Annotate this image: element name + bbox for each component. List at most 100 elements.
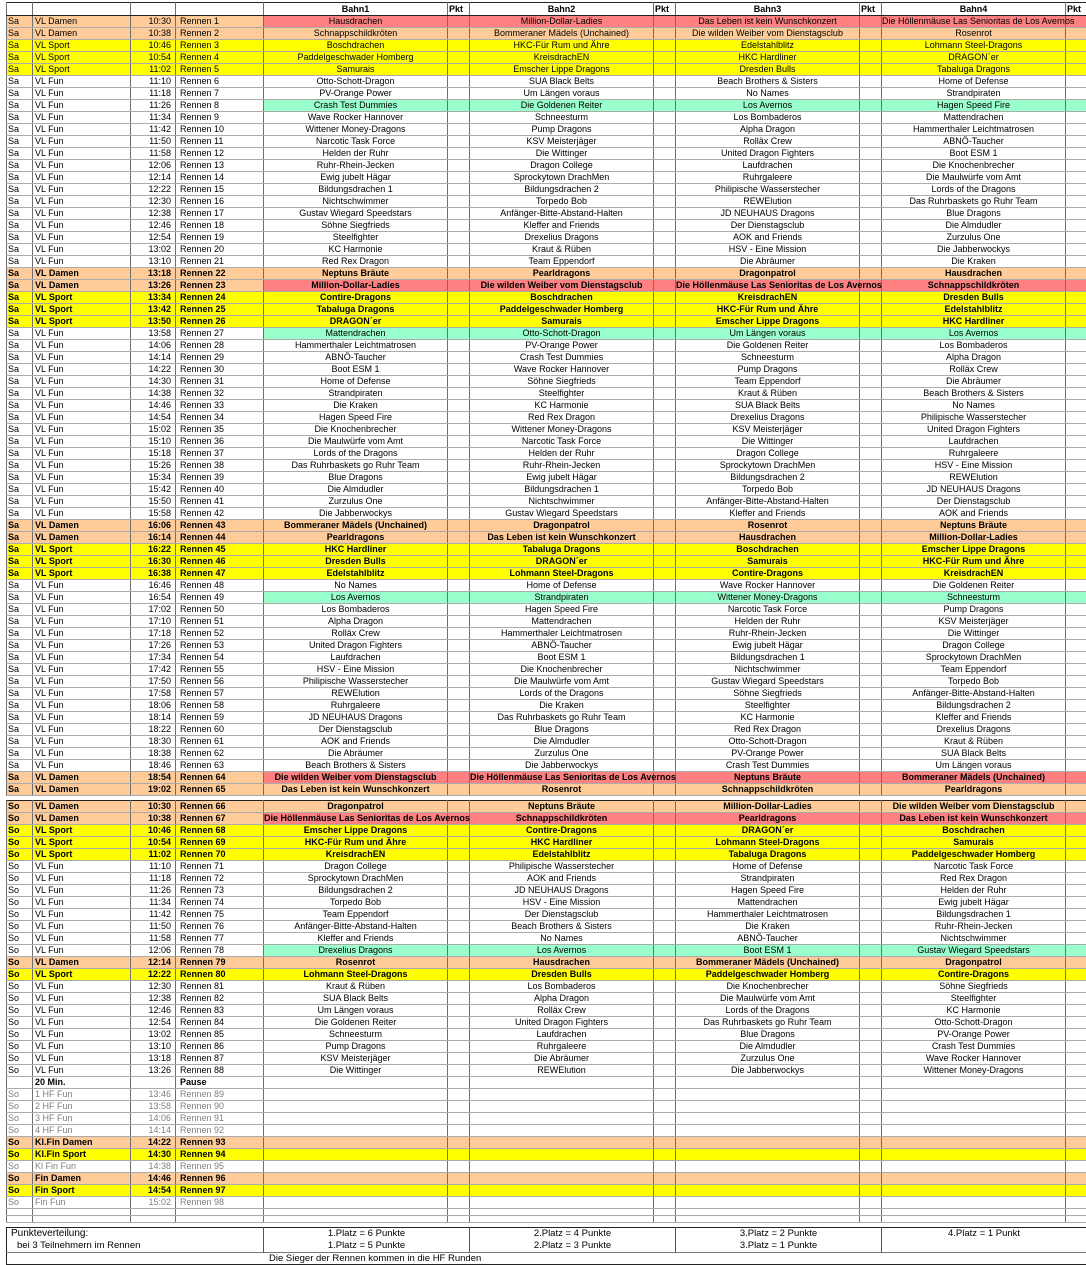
category-cell[interactable]: 4 HF Fun [33, 1125, 131, 1137]
points-cell[interactable] [448, 196, 470, 208]
team-cell-bahn2[interactable]: KreisdrachEN [470, 52, 654, 64]
time-cell[interactable]: 16:38 [131, 568, 176, 580]
time-cell[interactable]: 16:46 [131, 580, 176, 592]
points-cell[interactable] [654, 136, 676, 148]
points-cell[interactable] [654, 664, 676, 676]
points-cell[interactable] [860, 568, 882, 580]
race-number-cell[interactable]: Rennen 47 [176, 568, 264, 580]
team-cell-bahn3[interactable]: Ewig jubelt Hägar [676, 640, 860, 652]
race-number-cell[interactable]: Rennen 28 [176, 340, 264, 352]
team-cell-bahn1[interactable]: JD NEUHAUS Dragons [264, 712, 448, 724]
day-cell[interactable]: So [7, 885, 33, 897]
team-cell-bahn4[interactable]: Samurais [882, 837, 1066, 849]
points-cell[interactable] [860, 244, 882, 256]
day-cell[interactable]: So [7, 1041, 33, 1053]
team-cell-bahn2[interactable]: Pump Dragons [470, 124, 654, 136]
points-cell[interactable] [860, 496, 882, 508]
category-cell[interactable]: VL Fun [33, 184, 131, 196]
team-cell-bahn1[interactable]: Red Rex Dragon [264, 256, 448, 268]
points-cell[interactable] [654, 424, 676, 436]
category-cell[interactable]: VL Fun [33, 340, 131, 352]
points-cell[interactable] [1066, 616, 1086, 628]
team-cell-bahn1[interactable]: Narcotic Task Force [264, 136, 448, 148]
team-cell-bahn2[interactable]: Gustav Wiegard Speedstars [470, 508, 654, 520]
team-cell-bahn3[interactable]: Million-Dollar-Ladies [676, 801, 860, 813]
points-cell[interactable] [448, 676, 470, 688]
points-cell[interactable] [1066, 957, 1086, 969]
team-cell-bahn3[interactable] [676, 1113, 860, 1125]
team-cell-bahn1[interactable]: Dragon College [264, 861, 448, 873]
time-cell[interactable] [131, 1077, 176, 1089]
points-cell[interactable] [860, 945, 882, 957]
time-cell[interactable]: 18:38 [131, 748, 176, 760]
day-cell[interactable]: So [7, 897, 33, 909]
time-cell[interactable]: 11:50 [131, 136, 176, 148]
team-cell-bahn4[interactable]: Contire-Dragons [882, 969, 1066, 981]
race-number-cell[interactable]: Rennen 93 [176, 1137, 264, 1149]
team-cell-bahn4[interactable]: Los Avernos [882, 328, 1066, 340]
points-cell[interactable] [1066, 897, 1086, 909]
team-cell-bahn4[interactable]: Lohmann Steel-Dragons [882, 40, 1066, 52]
category-cell[interactable]: VL Fun [33, 921, 131, 933]
team-cell-bahn3[interactable]: Alpha Dragon [676, 124, 860, 136]
team-cell-bahn4[interactable]: Kleffer and Friends [882, 712, 1066, 724]
header-blank[interactable] [7, 3, 33, 16]
race-number-cell[interactable]: Rennen 84 [176, 1017, 264, 1029]
points-cell[interactable] [860, 1173, 882, 1185]
team-cell-bahn1[interactable]: Team Eppendorf [264, 909, 448, 921]
points-cell[interactable] [654, 184, 676, 196]
team-cell-bahn3[interactable]: Boschdrachen [676, 544, 860, 556]
points-cell[interactable] [1066, 1041, 1086, 1053]
race-number-cell[interactable]: Rennen 96 [176, 1173, 264, 1185]
time-cell[interactable]: 13:10 [131, 256, 176, 268]
team-cell-bahn4[interactable]: Um Längen voraus [882, 760, 1066, 772]
team-cell-bahn3[interactable]: Dresden Bulls [676, 64, 860, 76]
race-number-cell[interactable]: Rennen 97 [176, 1185, 264, 1197]
team-cell-bahn1[interactable]: Um Längen voraus [264, 1005, 448, 1017]
team-cell-bahn4[interactable]: Die Abräumer [882, 376, 1066, 388]
points-cell[interactable] [860, 825, 882, 837]
time-cell[interactable]: 10:30 [131, 16, 176, 28]
points-cell[interactable] [1066, 1125, 1086, 1137]
points-cell[interactable] [1066, 316, 1086, 328]
day-cell[interactable]: Sa [7, 688, 33, 700]
points-cell[interactable] [860, 220, 882, 232]
team-cell-bahn1[interactable] [264, 1137, 448, 1149]
points-cell[interactable] [448, 592, 470, 604]
points-cell[interactable] [654, 412, 676, 424]
points-cell[interactable] [860, 772, 882, 784]
points-cell[interactable] [654, 957, 676, 969]
time-cell[interactable]: 12:22 [131, 184, 176, 196]
points-cell[interactable] [448, 376, 470, 388]
points3-place3[interactable]: 3.Platz = 1 Punkte [676, 1240, 882, 1253]
points-cell[interactable] [1066, 460, 1086, 472]
time-cell[interactable]: 18:30 [131, 736, 176, 748]
empty-cell[interactable] [7, 1216, 33, 1223]
points-cell[interactable] [1066, 388, 1086, 400]
points-cell[interactable] [860, 604, 882, 616]
points-cell[interactable] [448, 748, 470, 760]
team-cell-bahn3[interactable]: Helden der Ruhr [676, 616, 860, 628]
points-cell[interactable] [1066, 724, 1086, 736]
team-cell-bahn4[interactable]: Bommeraner Mädels (Unchained) [882, 772, 1066, 784]
points-cell[interactable] [1066, 268, 1086, 280]
points-cell[interactable] [448, 40, 470, 52]
points-cell[interactable] [860, 1029, 882, 1041]
team-cell-bahn3[interactable]: Philipische Wasserstecher [676, 184, 860, 196]
day-cell[interactable]: Sa [7, 592, 33, 604]
team-cell-bahn1[interactable]: Blue Dragons [264, 472, 448, 484]
points-cell[interactable] [1066, 664, 1086, 676]
category-cell[interactable]: VL Fun [33, 448, 131, 460]
team-cell-bahn2[interactable]: Lohmann Steel-Dragons [470, 568, 654, 580]
points-cell[interactable] [860, 112, 882, 124]
points-cell[interactable] [654, 472, 676, 484]
points-cell[interactable] [448, 1125, 470, 1137]
team-cell-bahn1[interactable]: KSV Meisterjäger [264, 1053, 448, 1065]
team-cell-bahn2[interactable]: Zurzulus One [470, 748, 654, 760]
team-cell-bahn2[interactable]: REWElution [470, 1065, 654, 1077]
points-cell[interactable] [860, 688, 882, 700]
team-cell-bahn3[interactable]: HSV - Eine Mission [676, 244, 860, 256]
points-cell[interactable] [1066, 861, 1086, 873]
team-cell-bahn4[interactable]: Neptuns Bräute [882, 520, 1066, 532]
points-cell[interactable] [654, 748, 676, 760]
